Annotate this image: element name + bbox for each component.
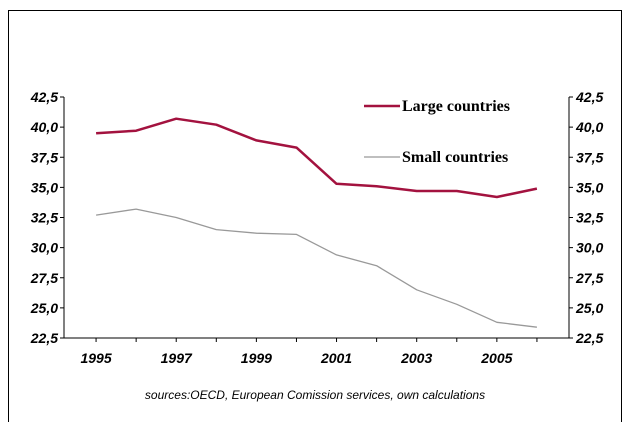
x-tick-label: 2001	[320, 350, 352, 366]
y-tick-label-right: 37,5	[576, 149, 603, 165]
legend-label-large-countries: Large countries	[402, 98, 510, 115]
y-tick-label-right: 32,5	[576, 210, 603, 226]
source-note: sources:OECD, European Comission service…	[145, 388, 485, 402]
y-tick-label-right: 40,0	[575, 119, 603, 135]
axes	[63, 97, 570, 339]
y-tick-label-right: 27,5	[575, 270, 603, 286]
y-tick-label-left: 25,0	[30, 300, 58, 316]
y-tick-label-right: 22,5	[575, 330, 603, 346]
x-tick-label: 1999	[241, 350, 272, 366]
y-axis-left-ticks: 42,5 40,0 37,5 35,0 32,5 30,0 27,5 25,0 22,5	[30, 89, 64, 346]
x-tick-label: 2003	[400, 350, 432, 366]
y-tick-label-right: 35,0	[576, 179, 603, 195]
y-tick-label-left: 42,5	[30, 89, 58, 105]
x-tick-label: 1997	[161, 350, 193, 366]
y-tick-label-right: 42,5	[575, 89, 603, 105]
x-axis-ticks: 1995 1997 1999 2001 2003 2005	[80, 338, 538, 366]
chart-frame	[8, 10, 622, 422]
y-tick-label-left: 27,5	[30, 270, 58, 286]
y-tick-label-right: 30,0	[576, 240, 603, 256]
series-line-large-countries	[96, 117, 538, 199]
legend-label-small-countries: Small countries	[402, 149, 508, 166]
y-tick-label-left: 37,5	[31, 149, 58, 165]
legend: Large countries Small countries	[364, 98, 510, 166]
series-lines	[96, 117, 538, 328]
y-tick-label-left: 30,0	[31, 240, 58, 256]
y-tick-label-right: 25,0	[575, 300, 603, 316]
y-tick-label-left: 40,0	[30, 119, 58, 135]
x-tick-label: 1995	[80, 350, 111, 366]
y-tick-label-left: 32,5	[31, 210, 58, 226]
x-tick-label: 2005	[480, 350, 512, 366]
y-tick-label-left: 35,0	[31, 179, 58, 195]
y-tick-label-left: 22,5	[30, 330, 58, 346]
y-axis-right-ticks: 42,5 40,0 37,5 35,0 32,5 30,0 27,5 25,0 22,5	[569, 89, 603, 346]
series-line-small-countries	[96, 208, 537, 328]
